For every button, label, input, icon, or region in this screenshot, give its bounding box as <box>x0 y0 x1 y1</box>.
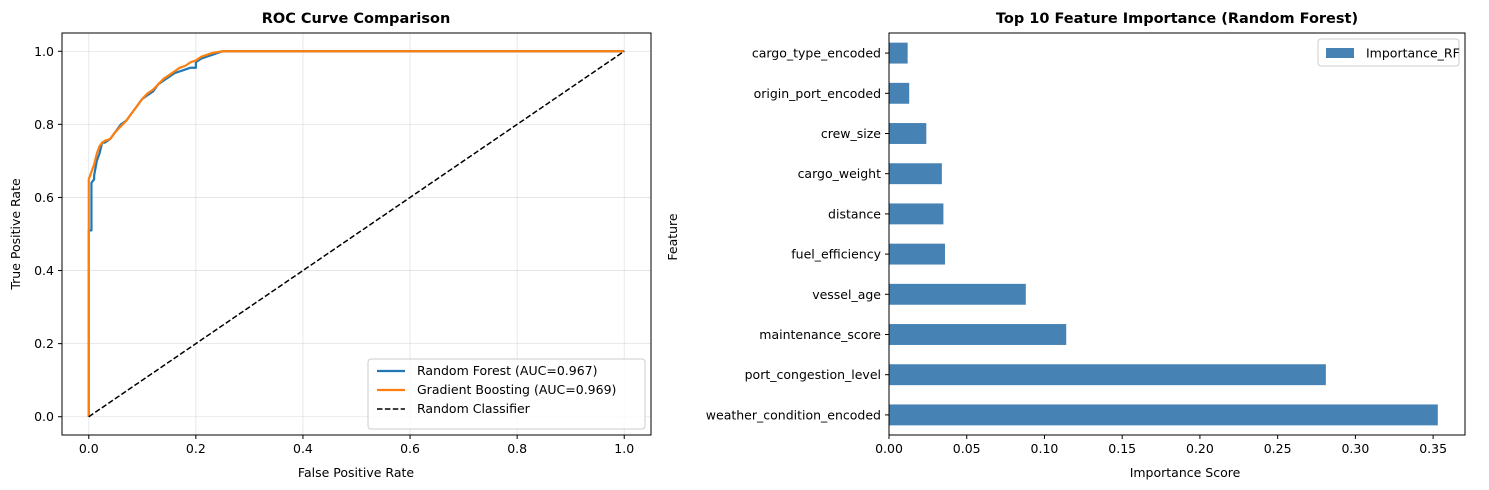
roc-x-tick-label: 0.4 <box>293 441 313 456</box>
feature-importance-x-tick-label: 0.35 <box>1419 441 1447 456</box>
feature-importance-bar <box>889 203 944 225</box>
roc-x-tick-label: 0.8 <box>507 441 527 456</box>
roc-series-line-0 <box>87 50 625 417</box>
feature-importance-y-tick-label: crew_size <box>821 126 881 141</box>
roc-y-axis-label: True Positive Rate <box>8 178 23 291</box>
roc-legend: Random Forest (AUC=0.967) Gradient Boosti… <box>367 358 646 430</box>
feature-importance-y-tick-label: port_congestion_level <box>745 367 881 382</box>
feature-importance-x-tick-label: 0.10 <box>1031 441 1059 456</box>
feature-importance-y-tick-label: origin_port_encoded <box>754 86 881 101</box>
feature-importance-y-tick-label: weather_condition_encoded <box>706 407 881 422</box>
roc-y-axis: 0.0 0.2 0.4 0.6 0.8 1.0 <box>34 44 62 424</box>
feature-importance-bar <box>889 163 942 185</box>
feature-importance-legend: Importance_RF <box>1317 38 1460 67</box>
feature-importance-y-tick-label: cargo_type_encoded <box>752 46 881 61</box>
roc-x-axis: 0.0 0.2 0.4 0.6 0.8 1.0 <box>79 435 634 456</box>
feature-importance-title: Top 10 Feature Importance (Random Forest… <box>996 11 1358 27</box>
feature-importance-x-axis: 0.00 0.05 0.10 0.15 0.20 0.25 0.30 0.35 <box>875 435 1447 456</box>
feature-importance-legend-swatch <box>1326 48 1354 58</box>
feature-importance-x-tick-label: 0.00 <box>875 441 903 456</box>
roc-y-tick-label: 0.0 <box>34 409 54 424</box>
roc-legend-label-0: Random Forest (AUC=0.967) <box>417 363 598 378</box>
roc-y-tick-label: 0.2 <box>34 336 54 351</box>
feature-importance-y-axis-label: Feature <box>665 213 680 261</box>
feature-importance-x-axis-label: Importance Score <box>1130 465 1241 480</box>
roc-y-tick-label: 0.4 <box>34 263 54 278</box>
feature-importance-bar <box>889 42 908 64</box>
feature-importance-chart: Top 10 Feature Importance (Random Forest… <box>665 11 1466 480</box>
roc-legend-box <box>367 358 646 430</box>
roc-chart: ROC Curve Comparison 0.0 0.2 0.4 0.6 0.8 1.0 … <box>8 11 652 480</box>
feature-importance-x-tick-label: 0.25 <box>1264 441 1292 456</box>
roc-lines <box>87 50 625 418</box>
feature-importance-plot-frame <box>888 32 1466 436</box>
feature-importance-y-tick-label: distance <box>828 206 881 221</box>
roc-x-tick-label: 0.6 <box>400 441 420 456</box>
feature-importance-legend-box <box>1317 38 1460 67</box>
roc-title: ROC Curve Comparison <box>262 11 451 27</box>
roc-x-tick-label: 0.0 <box>79 441 99 456</box>
feature-importance-y-tick-label: cargo_weight <box>798 166 882 181</box>
roc-series-line-2 <box>88 50 625 418</box>
feature-importance-bar <box>889 123 927 144</box>
feature-importance-y-tick-label: vessel_age <box>812 287 881 302</box>
feature-importance-bar <box>889 324 1067 345</box>
feature-importance-bar <box>889 82 910 104</box>
feature-importance-bar <box>889 283 1026 305</box>
feature-importance-bars <box>889 42 1438 426</box>
feature-importance-y-tick-label: fuel_efficiency <box>791 247 881 262</box>
roc-y-tick-label: 1.0 <box>34 44 54 59</box>
feature-importance-bar <box>889 243 945 265</box>
roc-y-tick-label: 0.6 <box>34 190 54 205</box>
feature-importance-x-tick-label: 0.30 <box>1341 441 1369 456</box>
roc-legend-label-2: Random Classifier <box>417 401 531 416</box>
roc-y-tick-label: 0.8 <box>34 117 54 132</box>
roc-plot-frame <box>61 32 652 436</box>
feature-importance-y-axis: weather_condition_encoded port_congestion… <box>706 46 889 422</box>
roc-series-line-1 <box>87 50 625 417</box>
feature-importance-y-tick-label: maintenance_score <box>759 327 881 342</box>
feature-importance-legend-label: Importance_RF <box>1366 46 1460 61</box>
roc-legend-label-1: Gradient Boosting (AUC=0.969) <box>417 382 616 397</box>
roc-x-tick-label: 0.2 <box>186 441 206 456</box>
roc-x-axis-label: False Positive Rate <box>298 465 414 480</box>
feature-importance-bar <box>889 404 1438 426</box>
feature-importance-x-tick-label: 0.20 <box>1186 441 1214 456</box>
feature-importance-x-tick-label: 0.15 <box>1108 441 1136 456</box>
feature-importance-bar <box>889 364 1326 386</box>
roc-x-tick-label: 1.0 <box>614 441 634 456</box>
feature-importance-x-tick-label: 0.05 <box>953 441 981 456</box>
